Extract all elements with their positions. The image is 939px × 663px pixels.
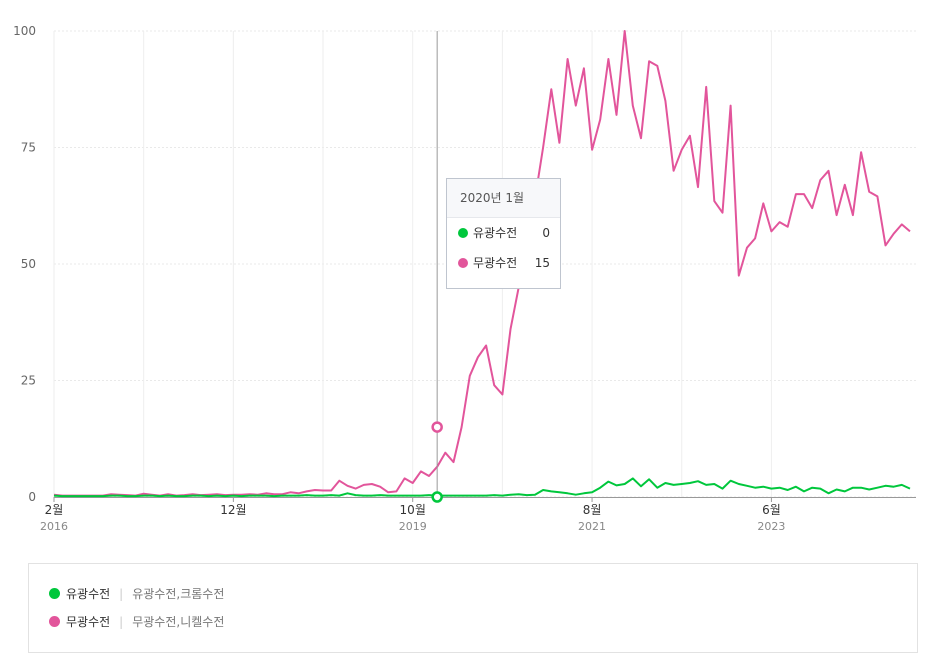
legend-separator: | — [119, 615, 124, 629]
legend-series-name: 유광수전 — [66, 587, 111, 601]
x-tick-year: 2023 — [757, 520, 785, 533]
x-tick-label: 8월 — [583, 503, 602, 517]
y-tick-label: 100 — [13, 24, 36, 38]
tooltip-series-name: 유광수전 — [473, 226, 518, 240]
matte-legend-dot-icon — [49, 616, 60, 627]
y-axis: 0 25 50 75 100 — [13, 24, 36, 504]
x-axis: 2월 2016 12월 10월 2019 8월 2021 6월 2023 — [40, 497, 916, 533]
hover-point-marker — [431, 491, 443, 503]
tooltip-title: 2020년 1월 — [447, 179, 560, 218]
matte-dot-icon — [458, 258, 468, 268]
legend-item-glossy[interactable]: 유광수전 | 유광수전,크롬수전 — [49, 584, 224, 604]
hover-tooltip: 2020년 1월 유광수전 0 무광수전 15 — [446, 178, 561, 289]
trend-chart: 0 25 50 75 100 2월 2016 12월 10월 2019 8월 2021 6월 2023 — [13, 24, 916, 533]
tooltip-series-value: 0 — [542, 226, 550, 240]
x-tick-year: 2016 — [40, 520, 68, 533]
tooltip-row-glossy: 유광수전 0 — [447, 218, 560, 248]
y-tick-label: 50 — [21, 257, 36, 271]
x-tick-label: 10월 — [400, 503, 426, 517]
legend-item-matte[interactable]: 무광수전 | 무광수전,니켈수전 — [49, 612, 224, 632]
glossy-legend-dot-icon — [49, 588, 60, 599]
y-tick-label: 0 — [28, 490, 36, 504]
y-tick-label: 25 — [21, 374, 36, 388]
x-tick-label: 12월 — [220, 503, 246, 517]
series-line-유광수전 — [53, 477, 911, 498]
y-tick-label: 75 — [21, 141, 36, 155]
x-tick-label: 2월 — [45, 503, 64, 517]
legend: 유광수전 | 유광수전,크롬수전 무광수전 | 무광수전,니켈수전 — [28, 563, 918, 653]
hover-markers — [431, 31, 443, 503]
legend-separator: | — [119, 587, 124, 601]
x-tick-year: 2019 — [399, 520, 427, 533]
hover-point-marker — [431, 421, 443, 433]
tooltip-series-value: 15 — [534, 256, 550, 270]
x-tick-label: 6월 — [762, 503, 781, 517]
x-tick-year: 2021 — [578, 520, 606, 533]
legend-keywords: 무광수전,니켈수전 — [132, 615, 225, 629]
tooltip-row-matte: 무광수전 15 — [447, 248, 560, 278]
tooltip-series-name: 무광수전 — [473, 256, 518, 270]
legend-series-name: 무광수전 — [66, 615, 111, 629]
legend-keywords: 유광수전,크롬수전 — [132, 587, 225, 601]
series-layer — [53, 30, 911, 498]
glossy-dot-icon — [458, 228, 468, 238]
